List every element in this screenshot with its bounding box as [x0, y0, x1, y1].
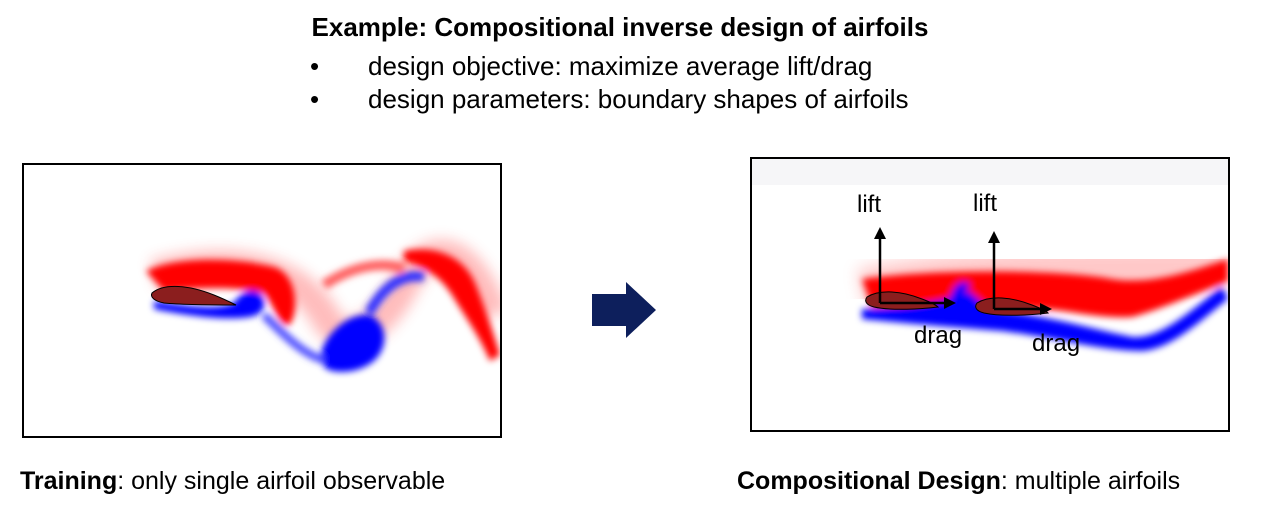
training-caption: Training: only single airfoil observable: [20, 467, 445, 496]
bullet-objective: design objective: maximize average lift/…: [368, 51, 873, 81]
compositional-caption: Compositional Design: multiple airfoils: [737, 467, 1180, 496]
compositional-vorticity-field: lift lift drag drag: [752, 159, 1228, 357]
bullet-item: • design parameters: boundary shapes of a…: [310, 83, 909, 116]
lift-label-1: lift: [857, 191, 881, 218]
training-caption-bold: Training: [20, 467, 118, 495]
page-title: Example: Compositional inverse design of…: [311, 12, 929, 42]
bullet-item: • design objective: maximize average lift…: [310, 50, 909, 83]
airfoil-shape-1: [865, 291, 940, 310]
bullet-list: • design objective: maximize average lift…: [310, 50, 909, 116]
bullet-icon: •: [310, 84, 320, 114]
compositional-caption-text: : multiple airfoils: [1000, 467, 1181, 495]
training-vorticity-field: [146, 239, 500, 372]
compositional-caption-bold: Compositional Design: [737, 467, 1001, 495]
lift-label-2: lift: [973, 190, 997, 217]
airfoil-shape: [151, 285, 237, 306]
training-caption-text: : only single airfoil observable: [117, 467, 446, 495]
right-arrow-icon: [592, 282, 656, 338]
compositional-flow-panel: lift lift drag drag: [750, 157, 1230, 432]
drag-label-1: drag: [914, 322, 962, 349]
bullet-parameters: design parameters: boundary shapes of ai…: [368, 84, 909, 114]
training-flow-panel: [22, 163, 502, 438]
drag-label-2: drag: [1032, 330, 1080, 357]
bullet-icon: •: [310, 51, 320, 81]
